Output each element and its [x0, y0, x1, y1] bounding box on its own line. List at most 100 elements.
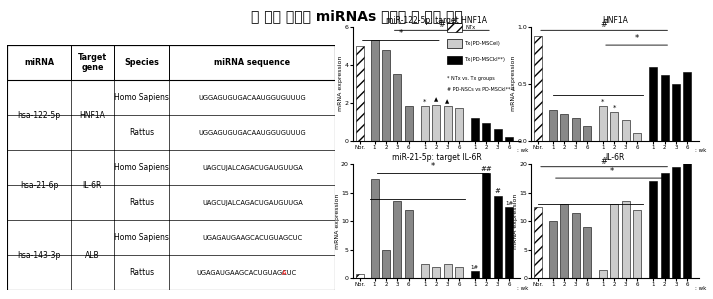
Text: *: * [399, 29, 403, 38]
Bar [405, 210, 413, 278]
Text: 1#: 1# [505, 201, 513, 206]
Text: #: # [495, 188, 501, 194]
Bar [583, 227, 591, 278]
Bar [633, 210, 641, 278]
Text: Tx(PD-MSCel): Tx(PD-MSCel) [465, 41, 501, 46]
Text: UAGCUJALCAGACUGAUGUUGA: UAGCUJALCAGACUGAUGUUGA [202, 165, 303, 171]
Bar [447, 39, 462, 48]
Y-axis label: mRNA expression: mRNA expression [511, 56, 516, 112]
Bar [447, 56, 462, 64]
Bar [421, 264, 429, 278]
Text: *: * [431, 162, 436, 171]
Bar [610, 112, 618, 141]
Bar [549, 110, 557, 141]
Text: : wk: : wk [517, 286, 528, 291]
Bar [482, 173, 491, 278]
Text: UGGAGUGUGACAAUGGUGUUUG: UGGAGUGUGACAAUGGUGUUUG [198, 95, 306, 101]
Text: : wk: : wk [695, 286, 707, 291]
Text: Tx(PD-MSCkl**): Tx(PD-MSCkl**) [465, 57, 506, 62]
Bar [560, 204, 568, 278]
Bar [493, 129, 502, 141]
Bar [560, 115, 568, 141]
Bar [371, 40, 379, 141]
Bar [356, 274, 364, 278]
Text: miRNA sequence: miRNA sequence [214, 58, 290, 67]
Y-axis label: mRNA expression: mRNA expression [339, 56, 344, 112]
Text: Homo Sapiens: Homo Sapiens [114, 93, 169, 102]
Text: *: * [610, 167, 614, 176]
Bar [610, 204, 618, 278]
Text: Rattus: Rattus [129, 128, 154, 137]
Bar [549, 221, 557, 278]
Text: *: * [423, 99, 426, 105]
Text: Target
gene: Target gene [78, 53, 107, 72]
Bar [482, 123, 491, 141]
Bar [382, 250, 390, 278]
Text: miRNA: miRNA [24, 58, 54, 67]
Text: Rattus: Rattus [129, 198, 154, 207]
Bar [382, 50, 390, 141]
Bar [505, 207, 513, 278]
Text: 1#: 1# [471, 265, 479, 270]
Text: Homo Sapiens: Homo Sapiens [114, 163, 169, 172]
Bar [660, 173, 669, 278]
Text: # PD-NSCs vs PD-MSCkl**-1: # PD-NSCs vs PD-MSCkl**-1 [447, 87, 515, 92]
Title: HNF1A: HNF1A [602, 16, 628, 25]
Text: ALB: ALB [85, 251, 100, 260]
Text: : wk: : wk [695, 149, 707, 153]
Text: UAGCUJALCAGACUGAUGUUGA: UAGCUJALCAGACUGAUGUUGA [202, 200, 303, 206]
Text: *: * [635, 34, 639, 43]
Text: hsa-143-3p: hsa-143-3p [17, 251, 61, 260]
Bar [447, 23, 462, 32]
Bar [672, 167, 680, 278]
Text: Homo Sapiens: Homo Sapiens [114, 233, 169, 242]
Text: UGGAGUGUGACAAUGGUGUUUG: UGGAGUGUGACAAUGGUGUUUG [198, 130, 306, 136]
Text: HNF1A: HNF1A [79, 111, 106, 120]
Text: NTx: NTx [465, 25, 476, 30]
Text: UGAGAUGAAGCACUGUAGCUC: UGAGAUGAAGCACUGUAGCUC [202, 235, 302, 241]
Title: IL-6R: IL-6R [605, 153, 625, 162]
Bar [572, 118, 580, 141]
Bar [432, 105, 440, 141]
Bar [394, 74, 401, 141]
Bar [622, 202, 630, 278]
Y-axis label: mRNA expression: mRNA expression [513, 193, 518, 249]
Text: Rattus: Rattus [129, 268, 154, 277]
Bar [599, 270, 607, 278]
Bar [493, 196, 502, 278]
Y-axis label: mRNA expression: mRNA expression [334, 193, 339, 249]
Bar [505, 137, 513, 141]
Bar [683, 72, 692, 141]
Bar [443, 106, 451, 141]
Bar [660, 75, 669, 141]
Bar [583, 126, 591, 141]
Text: 간 재생 특이적 miRNAs 리스트 및 발현 분석: 간 재생 특이적 miRNAs 리스트 및 발현 분석 [251, 9, 462, 23]
Bar [371, 179, 379, 278]
Text: #: # [600, 20, 607, 29]
Bar [394, 202, 401, 278]
Bar [534, 207, 542, 278]
Text: ##: ## [481, 166, 492, 172]
Bar [672, 84, 680, 141]
Text: : wk: : wk [517, 149, 528, 153]
Text: *: * [612, 105, 616, 111]
Text: ▲: ▲ [446, 100, 450, 105]
Bar [633, 132, 641, 141]
Title: miR-21-5p: target IL-6R: miR-21-5p: target IL-6R [392, 153, 481, 162]
Text: * NTx vs. Tx groups: * NTx vs. Tx groups [447, 76, 495, 81]
Text: hsa-21-6p: hsa-21-6p [20, 181, 58, 190]
Text: A: A [282, 270, 287, 276]
Text: #: # [600, 157, 607, 166]
Bar [534, 36, 542, 141]
Bar [443, 264, 451, 278]
Bar [432, 267, 440, 278]
Text: Species: Species [124, 58, 159, 67]
Bar [421, 106, 429, 141]
Text: hsa-122-5p: hsa-122-5p [18, 111, 61, 120]
Bar [622, 120, 630, 141]
Title: miR-122-5p: target HNF1A: miR-122-5p: target HNF1A [386, 16, 487, 25]
Bar [649, 67, 657, 141]
Bar [471, 118, 479, 141]
Text: UGAGAUGAAGCACUGUAGCUC: UGAGAUGAAGCACUGUAGCUC [196, 270, 297, 276]
Text: *: * [601, 99, 605, 105]
